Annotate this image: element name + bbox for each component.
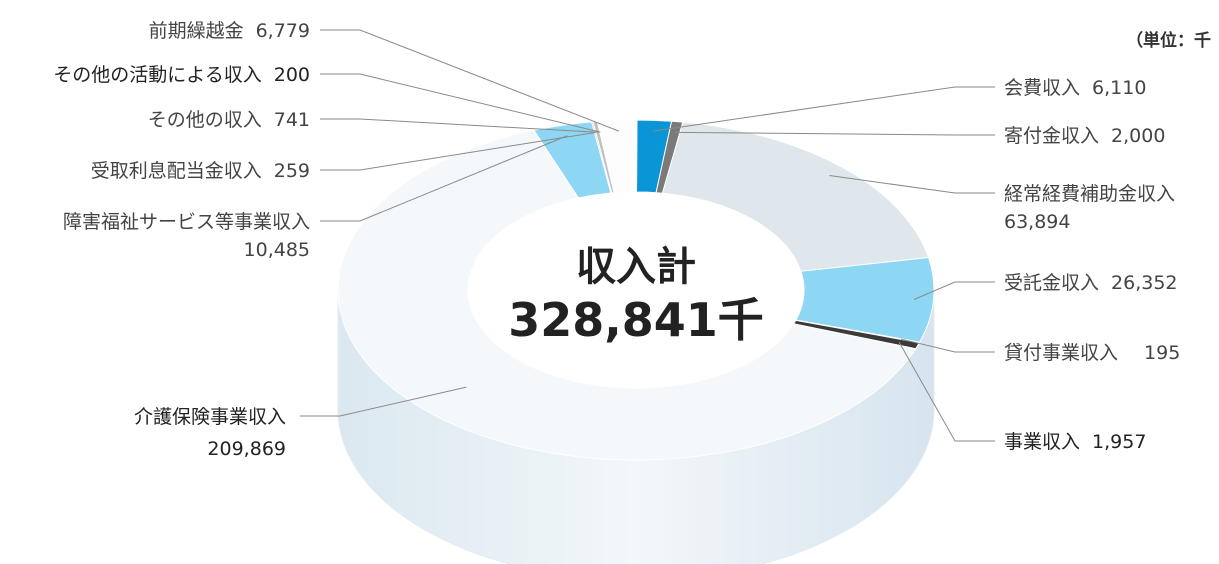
leader-line-1 bbox=[674, 131, 995, 136]
label-hojokin: 経常経費補助金収入 bbox=[1004, 183, 1175, 205]
leader-line-5 bbox=[898, 341, 995, 442]
unit-note: （単位：千 bbox=[1126, 30, 1211, 51]
leader-line-11 bbox=[320, 29, 619, 132]
label-shogai-value: 10,485 bbox=[244, 239, 310, 261]
leader-line-9 bbox=[320, 118, 598, 133]
leader-line-7 bbox=[320, 135, 568, 222]
label-kaigo-value: 209,869 bbox=[207, 438, 286, 460]
leader-line-0 bbox=[653, 86, 995, 132]
center-label: 収入計 bbox=[576, 244, 696, 290]
slice-11 bbox=[597, 119, 638, 194]
label-kaihi: 会費収入 6,110 bbox=[1004, 77, 1146, 99]
label-rishi: 受取利息配当金収入 259 bbox=[91, 160, 310, 182]
label-jigyo: 事業収入 1,957 bbox=[1004, 431, 1146, 453]
leader-line-4 bbox=[900, 338, 995, 353]
label-sonota: その他の収入 741 bbox=[148, 109, 310, 131]
label-sonota-katsudo: その他の活動による収入 200 bbox=[53, 64, 310, 86]
leader-line-2 bbox=[829, 175, 995, 194]
leader-line-6 bbox=[300, 386, 467, 417]
donut-slices bbox=[337, 119, 935, 461]
label-kifukin: 寄付金収入 2,000 bbox=[1004, 125, 1165, 147]
slice-6 bbox=[337, 129, 917, 461]
label-kurikoshi: 前期繰越金 6,779 bbox=[149, 20, 310, 42]
slice-2 bbox=[661, 121, 930, 272]
leader-line-10 bbox=[320, 73, 601, 133]
leader-line-3 bbox=[913, 281, 995, 300]
label-shogai: 障害福祉サービス等事業収入 bbox=[63, 211, 310, 233]
leader-line-8 bbox=[320, 132, 596, 171]
label-itaku: 受託金収入 26,352 bbox=[1004, 272, 1178, 294]
label-hojokin-value: 63,894 bbox=[1004, 211, 1070, 233]
label-kashitsuke: 貸付事業収入 195 bbox=[1004, 342, 1180, 364]
center-total: 328,841千 bbox=[508, 293, 764, 347]
label-kaigo: 介護保険事業収入 bbox=[134, 406, 286, 428]
leader-lines bbox=[300, 29, 995, 442]
